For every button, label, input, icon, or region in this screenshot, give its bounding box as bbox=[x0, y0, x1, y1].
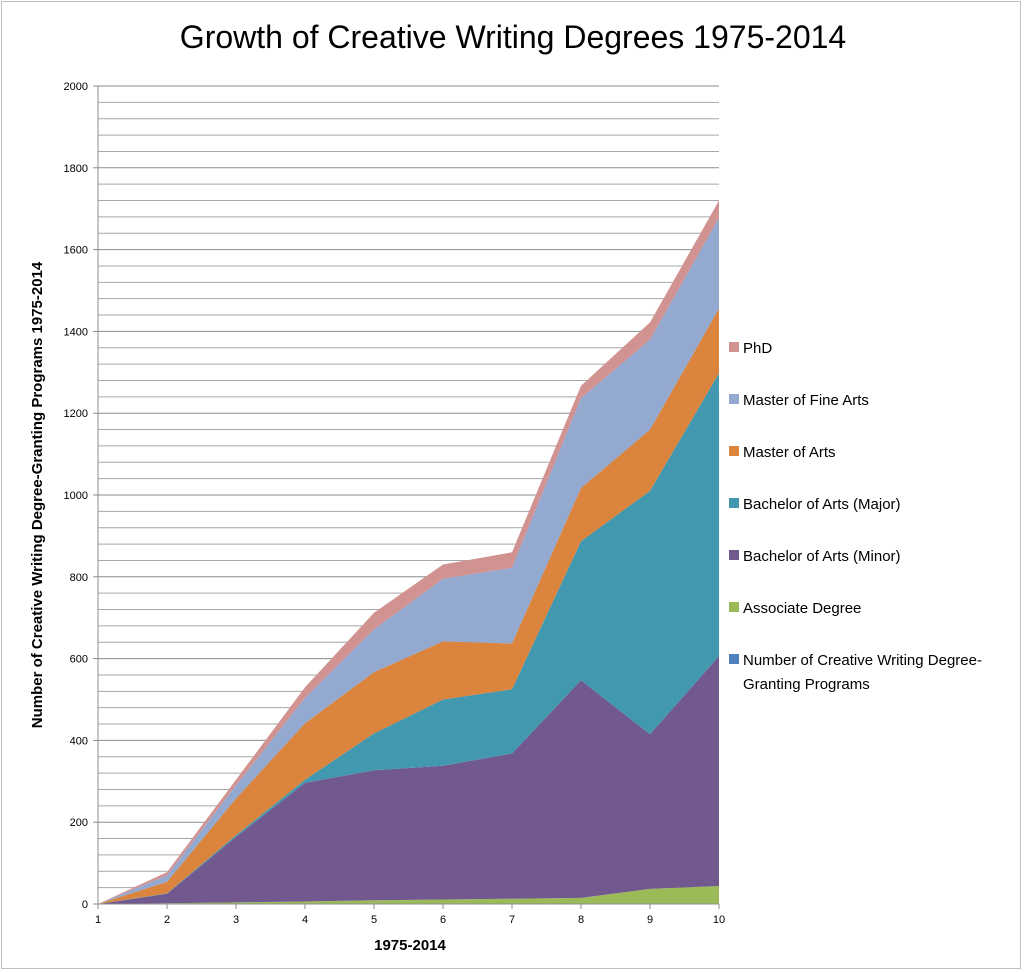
y-tick-label: 1600 bbox=[64, 245, 88, 257]
y-tick-label: 200 bbox=[70, 817, 88, 829]
legend-label: Granting Programs bbox=[743, 676, 870, 693]
area-series-3 bbox=[98, 373, 719, 905]
legend-label: Associate Degree bbox=[743, 600, 861, 617]
x-axis-label: 1975-2014 bbox=[374, 937, 446, 954]
legend-item: Associate Degree bbox=[729, 600, 861, 617]
x-axis-tick-labels: 1 2 3 4 5 6 7 8 9 10 bbox=[95, 914, 725, 926]
legend-swatch bbox=[729, 654, 739, 664]
chart-title: Growth of Creative Writing Degrees 1975-… bbox=[180, 19, 846, 55]
area-series-1 bbox=[98, 886, 719, 904]
legend-label: Master of Fine Arts bbox=[743, 392, 869, 409]
legend-item: Number of Creative Writing Degree- Granti… bbox=[729, 652, 982, 693]
x-tick-label: 6 bbox=[440, 914, 446, 926]
x-tick-label: 5 bbox=[371, 914, 377, 926]
y-axis-label: Number of Creative Writing Degree-Granti… bbox=[29, 261, 46, 728]
y-tick-label: 1400 bbox=[64, 326, 88, 338]
x-tick-label: 9 bbox=[647, 914, 653, 926]
legend-label: Bachelor of Arts (Minor) bbox=[743, 548, 901, 565]
x-tick-label: 2 bbox=[164, 914, 170, 926]
legend-swatch bbox=[729, 342, 739, 352]
y-tick-label: 400 bbox=[70, 735, 88, 747]
legend-item: Bachelor of Arts (Major) bbox=[729, 496, 901, 513]
legend-label: Bachelor of Arts (Major) bbox=[743, 496, 901, 513]
y-axis-tick-labels: 0 200 400 600 800 1000 1200 1400 1600 1800 2000 bbox=[64, 81, 88, 911]
legend-swatch bbox=[729, 550, 739, 560]
legend-swatch bbox=[729, 446, 739, 456]
y-tick-label: 1800 bbox=[64, 163, 88, 175]
y-tick-label: 0 bbox=[82, 899, 88, 911]
stacked-areas bbox=[98, 200, 719, 905]
y-tick-label: 1000 bbox=[64, 490, 88, 502]
legend-label: Master of Arts bbox=[743, 444, 836, 461]
y-tick-label: 1200 bbox=[64, 408, 88, 420]
y-tick-label: 800 bbox=[70, 572, 88, 584]
legend-swatch bbox=[729, 394, 739, 404]
legend-swatch bbox=[729, 602, 739, 612]
axes bbox=[93, 85, 720, 909]
legend-label: PhD bbox=[743, 340, 772, 357]
legend-label: Number of Creative Writing Degree- bbox=[743, 652, 982, 669]
x-tick-label: 10 bbox=[713, 914, 725, 926]
legend-swatch bbox=[729, 498, 739, 508]
y-tick-label: 2000 bbox=[64, 81, 88, 93]
x-tick-label: 1 bbox=[95, 914, 101, 926]
area-series-2 bbox=[98, 656, 719, 904]
legend: PhD Master of Fine Arts Master of Arts Bach… bbox=[729, 340, 982, 693]
x-tick-label: 3 bbox=[233, 914, 239, 926]
x-tick-label: 8 bbox=[578, 914, 584, 926]
legend-item: Master of Fine Arts bbox=[729, 392, 869, 409]
legend-item: Bachelor of Arts (Minor) bbox=[729, 548, 901, 565]
legend-item: PhD bbox=[729, 340, 772, 357]
x-tick-label: 7 bbox=[509, 914, 515, 926]
x-tick-label: 4 bbox=[302, 914, 308, 926]
legend-item: Master of Arts bbox=[729, 444, 836, 461]
y-tick-label: 600 bbox=[70, 654, 88, 666]
